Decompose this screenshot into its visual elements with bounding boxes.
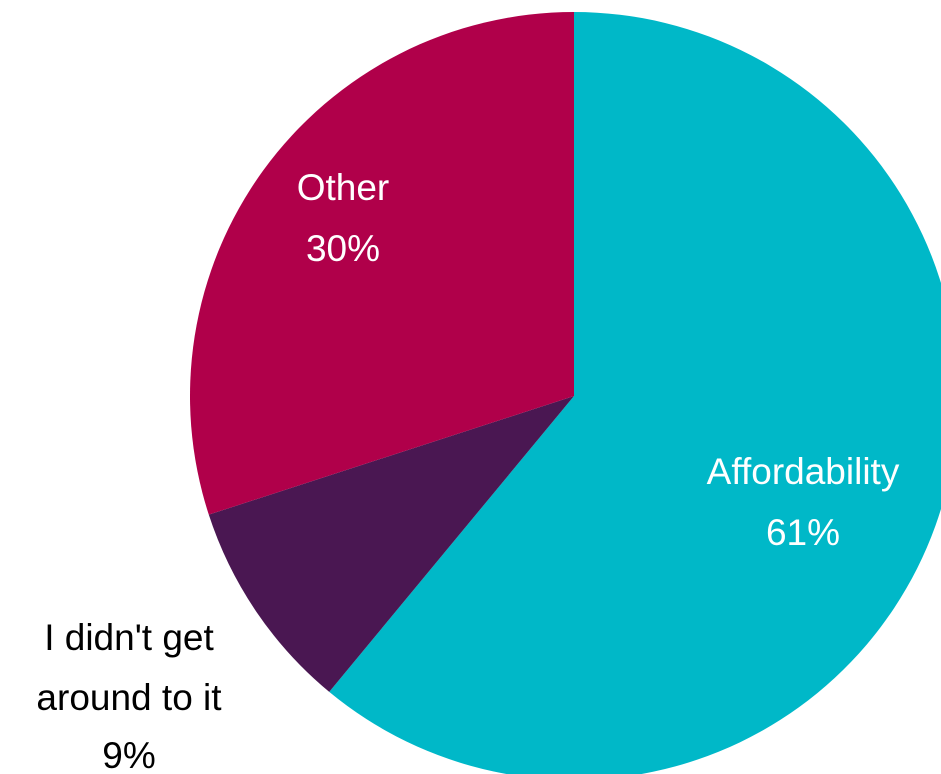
pie-slice-affordability bbox=[329, 12, 941, 774]
pie-slice-i-didn-t-get-around-to-it bbox=[208, 396, 574, 692]
slice-value-affordability: 61% bbox=[766, 512, 840, 553]
pie-slices bbox=[189, 12, 941, 774]
slice-label-didnt-get-around-line1: I didn't get bbox=[44, 617, 214, 658]
slice-label-didnt-get-around-line2: around to it bbox=[36, 677, 222, 718]
slice-label-other: Other bbox=[297, 167, 390, 208]
slice-value-other: 30% bbox=[306, 228, 380, 269]
slice-label-affordability: Affordability bbox=[707, 451, 900, 492]
slice-value-didnt-get-around: 9% bbox=[102, 735, 155, 774]
pie-slice-other bbox=[189, 12, 574, 515]
